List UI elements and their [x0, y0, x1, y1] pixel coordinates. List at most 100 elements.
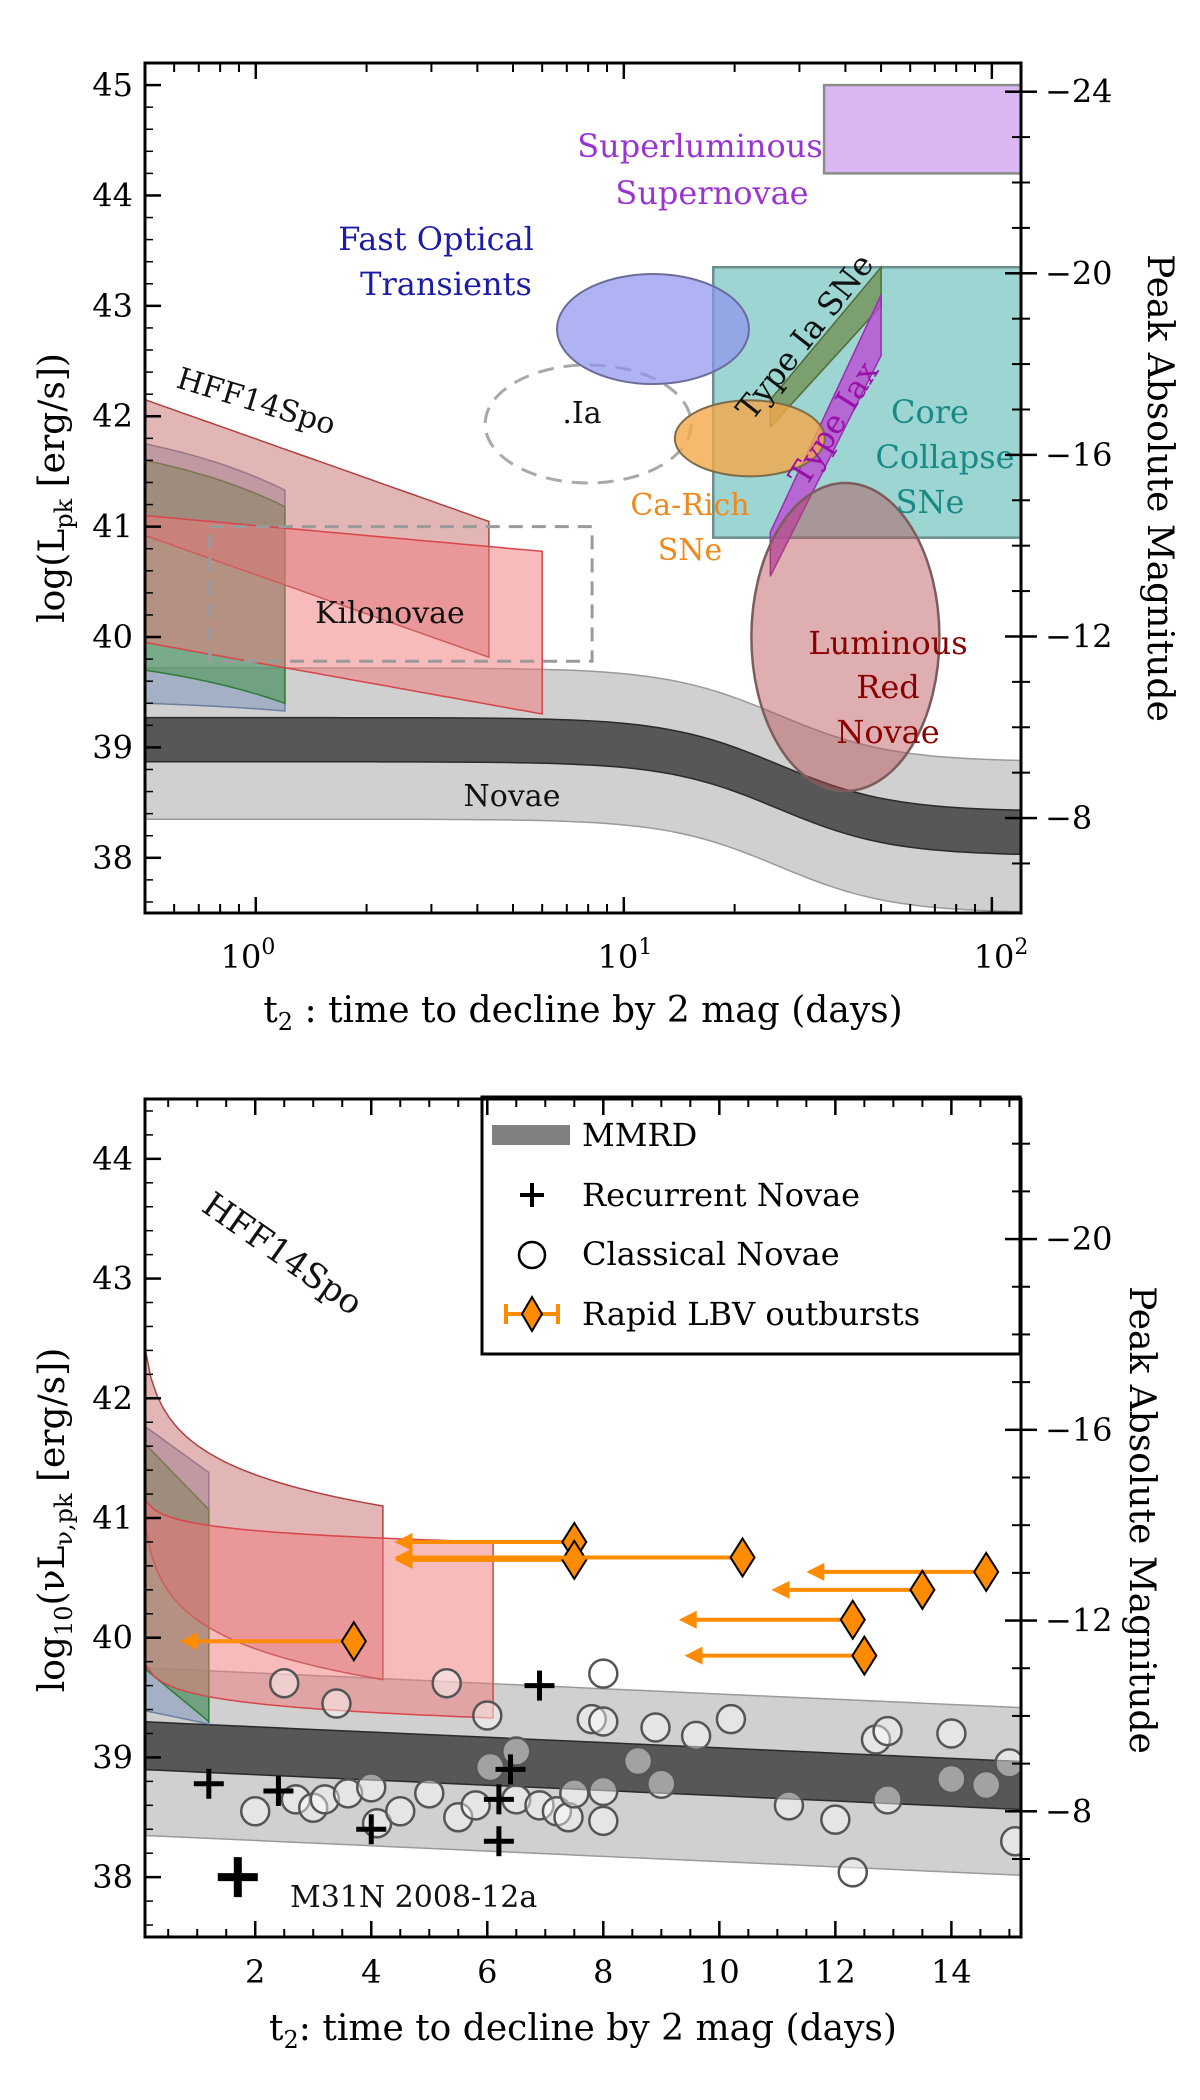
- bottom-y-tick-label: 40: [92, 1619, 133, 1657]
- lbv-outburst-point: [394, 1536, 756, 1579]
- classical-nova-point: [501, 1736, 532, 1767]
- recurrent-nova-point: [263, 1775, 294, 1806]
- mmrd-band: [145, 1721, 1021, 1811]
- classical-nova-point: [588, 1658, 619, 1689]
- bottom-x-axis-label: t2: time to decline by 2 mag (days): [269, 2008, 897, 2054]
- classical-nova-point: [588, 1775, 619, 1807]
- top-right-tick-label: −24: [1045, 73, 1113, 111]
- label-cc-1: Core: [891, 393, 969, 431]
- bottom-x-tick-label: 8: [593, 1953, 613, 1991]
- recurrent-nova-point: [356, 1814, 387, 1845]
- classical-nova-point: [472, 1700, 503, 1731]
- recurrent-nova-point: [495, 1754, 526, 1785]
- classical-nova-point: [970, 1769, 1002, 1801]
- recurrent-nova-point: [483, 1784, 514, 1815]
- label-superluminous-1: Superluminous: [577, 127, 823, 165]
- bottom-right-tick-label: −20: [1045, 1220, 1113, 1258]
- legend-recurrent-label: Recurrent Novae: [582, 1176, 860, 1214]
- classical-nova-point: [576, 1703, 607, 1735]
- bottom-y-tick-label: 42: [92, 1379, 133, 1417]
- top-y-axis-label: log(Lpk [erg/s]): [32, 353, 78, 623]
- legend-lbv-marker: [504, 1295, 560, 1333]
- top-y-tick-label: 43: [92, 287, 133, 325]
- classical-nova-point: [460, 1790, 491, 1821]
- top-y-tick-label: 42: [92, 397, 133, 435]
- label-superluminous-2: Supernovae: [615, 174, 808, 212]
- superluminous-region: [822, 83, 1021, 175]
- label-lrn-3: Novae: [836, 713, 939, 751]
- ca-rich-region: [673, 399, 826, 478]
- label-lrn-2: Red: [856, 668, 920, 706]
- label-hff-bottom: HFF14Spo: [195, 1185, 370, 1324]
- annotation-m31n: M31N 2008-12a: [290, 1880, 537, 1915]
- lbv-outburst-point: [179, 1620, 368, 1663]
- classical-nova-point: [356, 1772, 387, 1803]
- top-x-axis-label: t2 : time to decline by 2 mag (days): [263, 990, 902, 1036]
- bottom-right-tick-label: −12: [1045, 1602, 1113, 1640]
- classical-nova-point: [994, 1748, 1021, 1779]
- label-cc-2: Collapse: [875, 438, 1014, 476]
- top-right-tick-label: −16: [1045, 436, 1113, 474]
- legend-mmrd-label: MMRD: [582, 1116, 697, 1154]
- bottom-right-tick-label: −8: [1045, 1792, 1092, 1830]
- classical-nova-point: [588, 1706, 619, 1737]
- top-ticks: 38 39 40 41 42 43 44 45 −24 −20 −16 −12 −8: [92, 63, 1113, 913]
- classical-nova-point: [443, 1802, 474, 1833]
- legend-recurrent-marker: [520, 1183, 544, 1207]
- lbv-outburst-point: [806, 1550, 1000, 1593]
- bottom-x-tick-label: 10: [699, 1953, 740, 1991]
- label-kilonovae: Kilonovae: [315, 596, 465, 631]
- recurrent-nova-point: [524, 1670, 555, 1701]
- label-dot-ia: .Ia: [562, 396, 601, 431]
- classical-nova-point: [837, 1857, 869, 1888]
- bottom-x-tick-label: 14: [931, 1953, 972, 1991]
- bottom-right-tick-label: −16: [1045, 1411, 1113, 1449]
- legend-classical-marker: [517, 1240, 547, 1270]
- classical-nova-point: [622, 1745, 654, 1777]
- bottom-plot-area: [145, 1347, 1021, 1898]
- legend: MMRD Recurrent Novae Classical Novae Rap…: [480, 1095, 1022, 1356]
- classical-nova-point: [640, 1712, 671, 1743]
- top-y-tick-label: 40: [92, 618, 133, 656]
- classical-nova-point: [999, 1825, 1021, 1857]
- legend-lbv-label: Rapid LBV outbursts: [582, 1295, 920, 1333]
- top-right-tick-label: −8: [1045, 799, 1092, 837]
- top-right-axis-label: Peak Absolute Magnitude: [1139, 254, 1180, 722]
- label-novae-top: Novae: [464, 779, 561, 814]
- classical-nova-point: [268, 1667, 300, 1699]
- classical-nova-point: [239, 1796, 271, 1827]
- lbv-outburst-point: [684, 1634, 878, 1677]
- classical-nova-point: [715, 1703, 747, 1735]
- bottom-y-tick-label: 38: [92, 1858, 133, 1896]
- classical-nova-point: [431, 1667, 462, 1699]
- top-y-tick-label: 44: [92, 176, 133, 214]
- bottom-panel: HFF14Spo M31N 2008-12a MMRD Recurrent No…: [32, 1095, 1162, 2054]
- legend-classical-label: Classical Novae: [582, 1235, 840, 1273]
- bottom-x-tick-label: 2: [245, 1953, 265, 1991]
- bottom-right-axis-label: Peak Absolute Magnitude: [1121, 1286, 1162, 1754]
- classical-nova-point: [936, 1718, 967, 1749]
- classical-nova-point: [936, 1763, 967, 1795]
- classical-nova-point: [309, 1784, 341, 1815]
- top-y-tick-label: 39: [92, 728, 133, 766]
- top-right-tick-label: −12: [1045, 617, 1113, 655]
- bottom-x-tick-label: 12: [815, 1953, 856, 1991]
- recurrent-nova-point: [193, 1768, 224, 1799]
- luminous-red-novae-region: [750, 481, 941, 793]
- legend-mmrd-swatch: [492, 1125, 570, 1145]
- classical-nova-point: [321, 1688, 352, 1719]
- classical-nova-point: [385, 1796, 416, 1827]
- classical-nova-point: [588, 1805, 619, 1837]
- top-y-tick-label: 38: [92, 839, 133, 877]
- recurrent-nova-point: [217, 1857, 258, 1898]
- classical-nova-point: [332, 1778, 364, 1809]
- bottom-y-tick-label: 39: [92, 1738, 133, 1776]
- label-cc-3: SNe: [896, 483, 965, 521]
- classical-nova-point: [524, 1790, 555, 1821]
- bottom-y-tick-label: 43: [92, 1260, 133, 1298]
- classical-nova-point: [872, 1715, 903, 1747]
- novae-mmrd-band: [145, 716, 1021, 856]
- label-carich-2: SNe: [658, 533, 723, 568]
- lbv-outburst-point: [771, 1568, 936, 1611]
